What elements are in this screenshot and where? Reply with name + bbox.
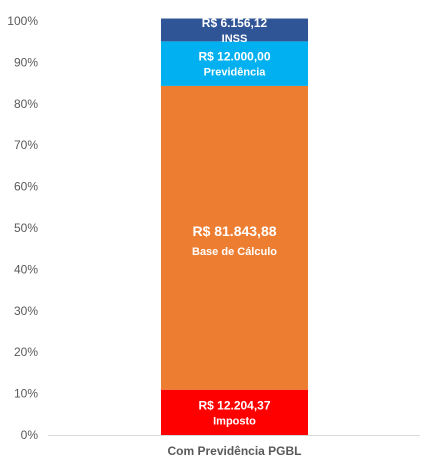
y-tick-label: 70%	[14, 138, 38, 152]
y-tick-label: 100%	[7, 14, 38, 28]
data-label-name: INSS	[222, 33, 248, 45]
data-label-amount: R$ 81.843,88	[192, 223, 276, 239]
data-label-amount: R$ 6.156,12	[202, 16, 268, 30]
data-label-amount: R$ 12.000,00	[198, 50, 270, 64]
y-tick-label: 0%	[21, 428, 39, 442]
y-tick-label: 40%	[14, 262, 38, 276]
y-tick-label: 60%	[14, 180, 38, 194]
y-tick-label: 10%	[14, 387, 38, 401]
bar-stack: R$ 12.204,37 Imposto R$ 81.843,88 Base de C…	[161, 16, 308, 435]
bar-segment-inss	[161, 18, 308, 42]
y-tick-label: 50%	[14, 221, 38, 235]
data-label-amount: R$ 12.204,37	[198, 398, 270, 412]
data-label-name: Previdência	[204, 67, 267, 79]
bar-segment-imposto	[161, 389, 308, 435]
y-axis: 0% 10% 20% 30% 40% 50% 60% 70% 80% 90% 100%	[7, 14, 38, 442]
y-tick-label: 30%	[14, 304, 38, 318]
y-tick-label: 80%	[14, 97, 38, 111]
y-tick-label: 20%	[14, 345, 38, 359]
data-label-name: Base de Cálculo	[192, 246, 277, 258]
bar-segment-previd-ncia	[161, 41, 308, 86]
y-tick-label: 90%	[14, 55, 38, 69]
bar-segment-base-de-c-lculo	[161, 85, 308, 390]
category-label: Com Previdência PGBL	[167, 444, 301, 458]
data-label-name: Imposto	[213, 415, 256, 427]
